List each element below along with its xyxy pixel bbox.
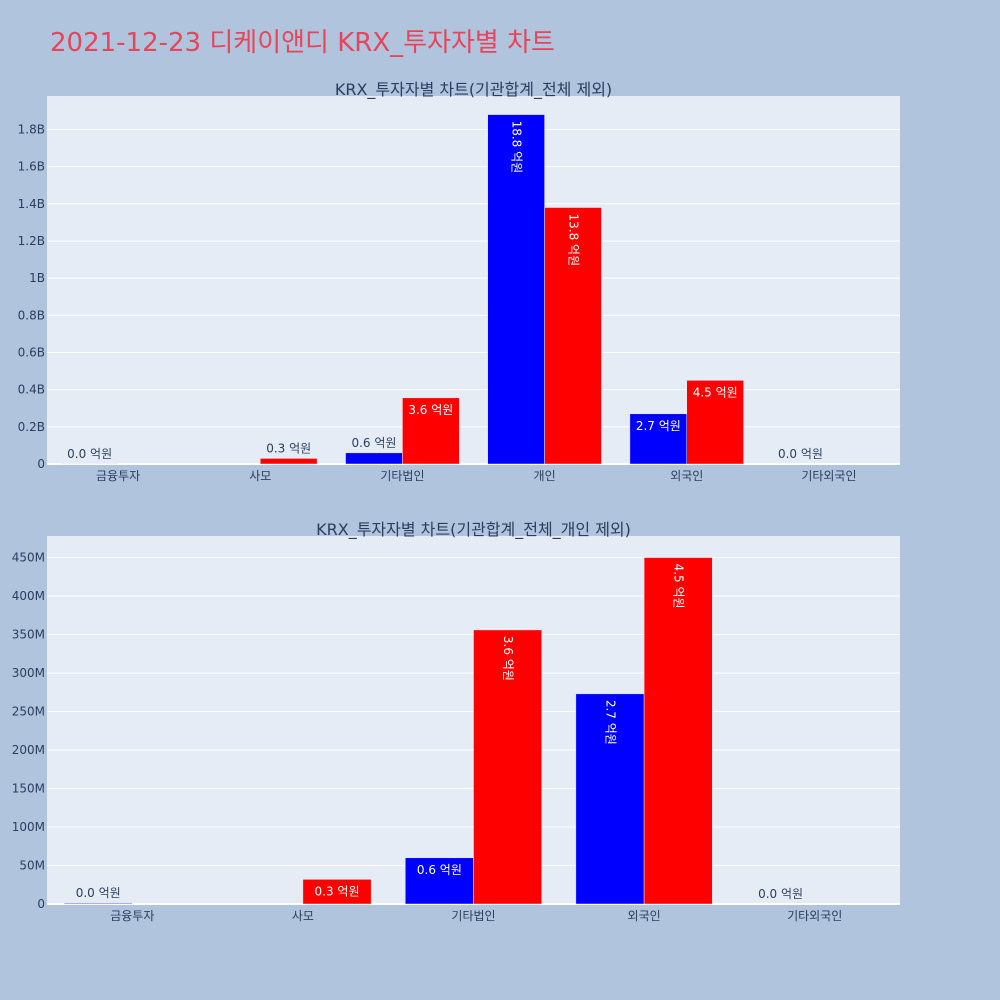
bar	[686, 380, 744, 465]
bar	[63, 902, 133, 905]
y-tick-label: 1.8B	[18, 122, 45, 136]
y-tick-label: 1B	[29, 271, 45, 285]
bar	[405, 857, 474, 905]
y-tick-label: 1.6B	[18, 160, 45, 174]
page-title: 2021-12-23 디케이앤디 KRX_투자자별 차트	[50, 28, 555, 58]
x-tick-label: 기타외국인	[787, 909, 842, 923]
y-tick-label: 200M	[12, 743, 45, 757]
x-tick-label: 외국인	[670, 469, 703, 483]
y-tick-label: 250M	[12, 705, 45, 719]
y-tick-label: 1.4B	[18, 197, 45, 211]
data-label: 4.5 억원	[672, 564, 686, 609]
data-label: 0.3 억원	[315, 884, 360, 898]
y-tick-label: 1.2B	[18, 234, 45, 248]
bar	[643, 557, 713, 905]
bar	[575, 693, 645, 905]
x-tick-label: 금융투자	[110, 909, 154, 923]
x-tick-label: 기타법인	[380, 469, 424, 483]
data-label: 3.6 억원	[408, 403, 453, 417]
bar	[629, 413, 688, 465]
x-tick-label: 금융투자	[96, 469, 140, 483]
bar	[260, 458, 318, 465]
data-label: 3.6 억원	[501, 636, 515, 681]
chart-title: KRX_투자자별 차트(기관합계_전체_개인 제외)	[316, 520, 631, 540]
x-tick-label: 기타법인	[451, 909, 495, 923]
data-label: 0.0 억원	[76, 886, 121, 900]
chart-top: 0 0.2B 0.4B 0.6B 0.8B 1B 1.2B 1.4B 1.6B 1.8B KRX_투…	[18, 80, 900, 483]
data-label: 13.8 억원	[567, 214, 581, 267]
x-tick-label: 개인	[534, 469, 556, 483]
y-tick-label: 0.8B	[18, 308, 45, 322]
y-tick-label: 0.2B	[18, 420, 45, 434]
y-tick-label: 300M	[12, 666, 45, 680]
bar	[402, 397, 460, 465]
data-label: 0.0 억원	[67, 447, 112, 461]
y-tick-label: 0.4B	[18, 383, 45, 397]
x-tick-label: 사모	[249, 469, 271, 483]
bar	[487, 114, 545, 465]
y-tick-label: 100M	[12, 820, 45, 834]
data-label: 2.7 억원	[636, 419, 681, 433]
y-tick-label: 350M	[12, 628, 45, 642]
y-tick-label: 150M	[12, 782, 45, 796]
data-label: 0.0 억원	[778, 447, 823, 461]
data-label: 18.8 억원	[510, 121, 524, 174]
x-tick-label: 외국인	[628, 909, 661, 923]
plot-area	[47, 96, 900, 464]
data-label: 4.5 억원	[693, 385, 738, 399]
chart-title: KRX_투자자별 차트(기관합계_전체 제외)	[335, 80, 612, 100]
y-tick-label: 0	[37, 897, 45, 911]
x-tick-label: 기타외국인	[801, 469, 856, 483]
bar	[302, 879, 372, 905]
data-label: 0.6 억원	[351, 436, 396, 450]
bar	[544, 207, 602, 465]
y-tick-label: 0	[37, 457, 45, 471]
x-tick-label: 사모	[292, 909, 314, 923]
bar	[473, 629, 542, 905]
data-label: 0.0 억원	[758, 887, 803, 901]
data-label: 0.6 억원	[417, 863, 462, 877]
y-tick-label: 0.6B	[18, 345, 45, 359]
y-tick-label: 400M	[12, 589, 45, 603]
data-label: 0.3 억원	[266, 441, 311, 455]
y-tick-label: 50M	[19, 859, 45, 873]
data-label: 2.7 억원	[603, 700, 617, 745]
y-tick-label: 450M	[12, 551, 45, 565]
